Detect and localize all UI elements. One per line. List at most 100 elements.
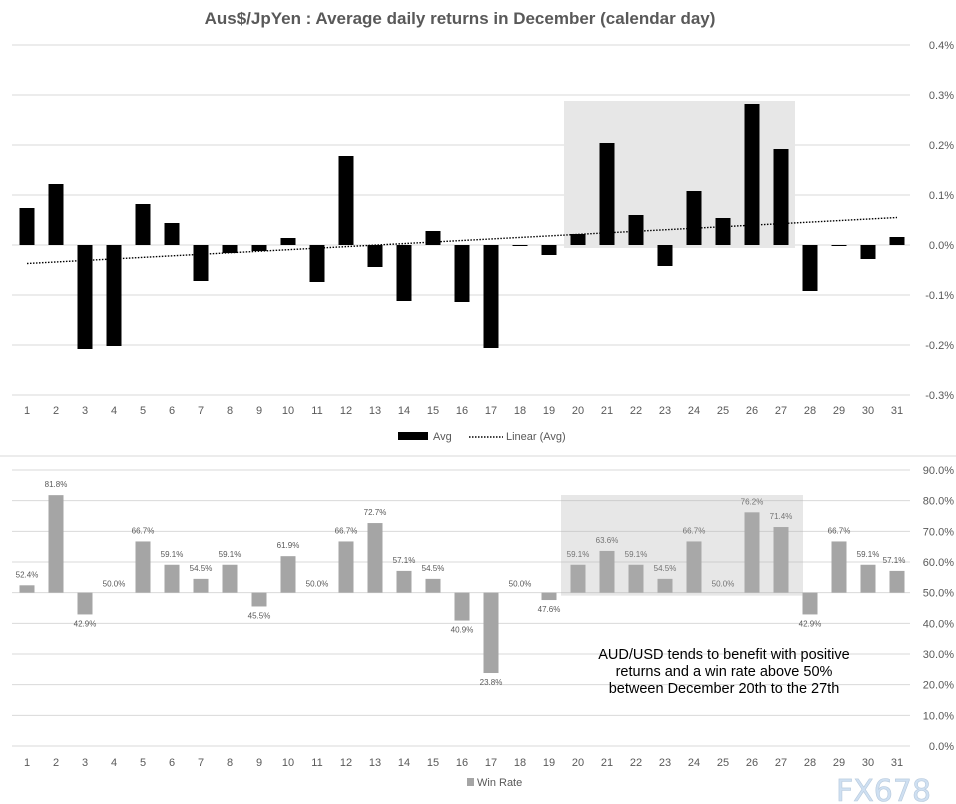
data-label: 66.7% [335,526,358,535]
data-label: 59.1% [567,550,590,559]
chart-title: Aus$/JpYen : Average daily returns in De… [205,9,716,28]
x-tick-label: 9 [256,405,262,417]
data-label: 50.0% [712,580,735,589]
x-tick-label: 4 [111,757,117,769]
x-tick-label: 16 [456,757,468,769]
bar-avg-day-8 [222,245,238,253]
bar-winrate-day-21 [599,550,615,593]
x-tick-label: 6 [169,405,175,417]
x-tick-label: 11 [311,757,322,769]
bar-winrate-day-17 [483,592,499,674]
bar-winrate-day-5 [135,541,151,593]
x-tick-label: 31 [891,405,903,417]
bar-winrate-day-12 [338,541,354,593]
highlight-region [561,495,803,596]
x-tick-label: 23 [659,757,671,769]
data-label: 72.7% [364,508,387,517]
y-tick-label: 0.2% [929,140,954,152]
x-tick-label: 8 [227,757,233,769]
data-label: 59.1% [219,550,242,559]
x-tick-label: 23 [659,405,671,417]
y-tick-label: -0.3% [925,390,954,402]
bar-winrate-day-22 [628,564,644,593]
x-tick-label: 25 [717,405,729,417]
x-tick-label: 10 [282,405,294,417]
trendline [26,216,898,265]
highlight-region [564,101,795,248]
bar-avg-day-6 [164,223,180,245]
annotation-line: AUD/USD tends to benefit with positive [598,647,849,663]
bar-winrate-day-15 [425,578,441,593]
data-label: 57.1% [883,556,906,565]
data-label: 81.8% [45,480,68,489]
annotation-line: returns and a win rate above 50% [616,664,833,680]
bar-avg-day-12 [338,156,354,245]
x-tick-label: 29 [833,405,845,417]
x-tick-label: 18 [514,757,526,769]
x-tick-label: 27 [775,757,787,769]
x-tick-label: 18 [514,405,526,417]
data-label: 42.9% [799,619,822,628]
x-tick-label: 21 [601,757,613,769]
bar-winrate-day-20 [570,564,586,593]
y-tick-label: 10.0% [923,710,954,722]
legend-label-trendline: Linear (Avg) [506,431,566,443]
y-tick-label: 60.0% [923,557,954,569]
bar-avg-day-26 [744,104,760,245]
bar-winrate-day-7 [193,578,209,593]
data-label: 61.9% [277,541,300,550]
bar-winrate-day-14 [396,570,412,593]
x-tick-label: 24 [688,757,700,769]
bar-avg-day-4 [106,245,122,346]
bar-winrate-day-1 [19,585,35,593]
data-label: 50.0% [103,580,126,589]
data-label: 59.1% [161,550,184,559]
x-tick-label: 25 [717,757,729,769]
bar-avg-day-22 [628,215,644,245]
data-label: 54.5% [422,564,445,573]
data-label: 50.0% [306,580,329,589]
legend-swatch-winrate [467,778,474,786]
y-tick-label: 0.0% [929,741,954,753]
bar-avg-day-11 [309,245,325,282]
x-tick-label: 2 [53,757,59,769]
legend-label-winrate: Win Rate [477,777,522,789]
x-tick-label: 1 [24,757,30,769]
bar-winrate-day-28 [802,592,818,615]
legend-swatch-avg [398,432,428,440]
y-tick-label: 20.0% [923,680,954,692]
bar-avg-day-9 [251,245,267,251]
y-tick-label: 0.4% [929,40,954,52]
bar-winrate-day-19 [541,592,557,601]
x-tick-label: 3 [82,757,88,769]
y-tick-label: -0.2% [925,340,954,352]
bar-winrate-day-9 [251,592,267,607]
x-tick-label: 14 [398,757,410,769]
x-tick-label: 5 [140,757,146,769]
x-tick-label: 12 [340,757,352,769]
data-label: 40.9% [451,626,474,635]
x-tick-label: 4 [111,405,117,417]
data-label: 47.6% [538,605,561,614]
bar-avg-day-28 [802,245,818,291]
bar-avg-day-10 [280,238,296,245]
x-tick-label: 9 [256,757,262,769]
x-tick-label: 1 [24,405,30,417]
data-label: 54.5% [654,564,677,573]
x-tick-label: 20 [572,757,584,769]
bar-avg-day-17 [483,245,499,348]
y-tick-label: 80.0% [923,496,954,508]
bar-avg-day-23 [657,245,673,266]
data-label: 57.1% [393,556,416,565]
x-tick-label: 29 [833,757,845,769]
bar-avg-day-18 [512,245,528,246]
bar-avg-day-19 [541,245,557,255]
legend-label-avg: Avg [433,431,452,443]
x-tick-label: 15 [427,757,439,769]
data-label: 59.1% [625,550,648,559]
y-tick-label: 40.0% [923,618,954,630]
bar-winrate-day-16 [454,592,470,621]
bar-avg-day-27 [773,149,789,245]
data-label: 66.7% [683,526,706,535]
y-tick-label: -0.1% [925,290,954,302]
